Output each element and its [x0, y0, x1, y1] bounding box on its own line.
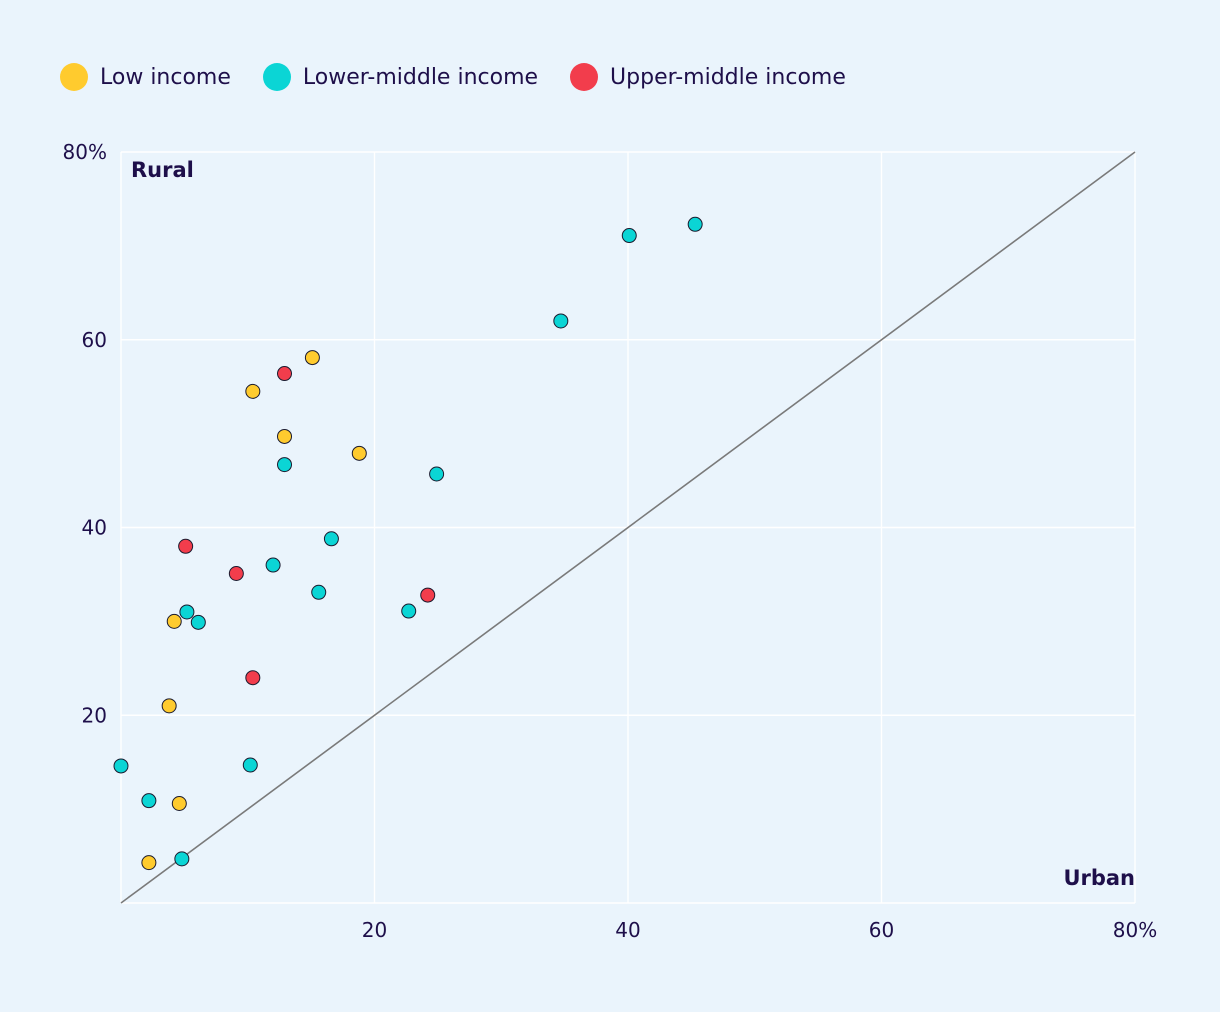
y-tick-label: 20 [82, 703, 107, 727]
data-point-low-income[interactable] [161, 698, 177, 714]
legend-label-upper-middle-income: Upper-middle income [610, 64, 846, 90]
data-point-lower-middle-income[interactable] [174, 851, 190, 867]
data-point-lower-middle-income[interactable] [553, 313, 569, 329]
legend-item-lower-middle-income: Lower-middle income [262, 63, 539, 91]
data-point-lower-middle-income[interactable] [113, 758, 129, 774]
data-point-lower-middle-income[interactable] [190, 614, 206, 630]
y-tick-label: 40 [82, 516, 107, 540]
data-point-upper-middle-income[interactable] [178, 538, 194, 554]
data-point-lower-middle-income[interactable] [621, 228, 637, 244]
data-point-low-income[interactable] [166, 613, 182, 629]
data-point-lower-middle-income[interactable] [311, 584, 327, 600]
data-point-low-income[interactable] [304, 350, 320, 366]
data-point-upper-middle-income[interactable] [277, 366, 293, 382]
y-tick-label: 80% [63, 140, 107, 164]
data-point-low-income[interactable] [141, 855, 157, 871]
data-point-lower-middle-income[interactable] [179, 604, 195, 620]
data-point-lower-middle-income[interactable] [277, 457, 293, 473]
legend-swatch-upper-middle-income [570, 63, 599, 91]
data-point-upper-middle-income[interactable] [420, 587, 436, 603]
legend: Low income Lower-middle income Upper-mid… [60, 60, 846, 94]
data-point-lower-middle-income[interactable] [265, 557, 281, 573]
data-point-low-income[interactable] [171, 795, 187, 811]
y-axis-label: Rural [131, 158, 194, 182]
legend-item-upper-middle-income: Upper-middle income [570, 63, 846, 91]
legend-label-lower-middle-income: Lower-middle income [302, 64, 539, 90]
data-point-lower-middle-income[interactable] [429, 466, 445, 482]
data-point-lower-middle-income[interactable] [323, 531, 339, 547]
data-point-low-income[interactable] [245, 383, 261, 399]
legend-item-low-income: Low income [60, 63, 231, 91]
data-point-low-income[interactable] [351, 445, 367, 461]
data-point-lower-middle-income[interactable] [242, 757, 258, 773]
x-tick-label: 80% [1113, 918, 1157, 942]
x-tick-label: 40 [615, 918, 640, 942]
y-tick-label: 60 [82, 328, 107, 352]
data-point-upper-middle-income[interactable] [228, 565, 244, 581]
x-tick-label: 20 [362, 918, 387, 942]
x-tick-label: 60 [869, 918, 894, 942]
data-point-lower-middle-income[interactable] [687, 216, 703, 232]
data-point-lower-middle-income[interactable] [401, 603, 417, 619]
legend-swatch-low-income [60, 63, 88, 91]
data-point-upper-middle-income[interactable] [245, 670, 261, 686]
data-points [113, 216, 703, 871]
x-axis-label: Urban [1063, 866, 1135, 890]
data-point-low-income[interactable] [277, 428, 293, 444]
legend-label-low-income: Low income [100, 64, 231, 90]
data-point-lower-middle-income[interactable] [141, 793, 157, 809]
legend-swatch-lower-middle-income [262, 63, 291, 91]
reference-line-y-equals-x [120, 151, 1136, 904]
tick-labels: 20 40 60 80% 20 40 60 80% [63, 140, 1158, 942]
